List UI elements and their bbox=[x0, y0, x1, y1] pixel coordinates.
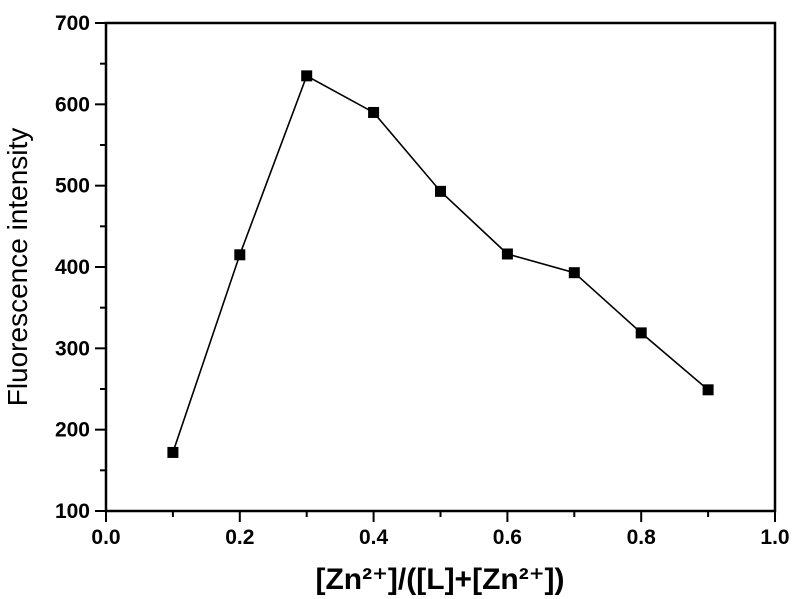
data-point-marker bbox=[301, 70, 313, 82]
series-line bbox=[172, 74, 709, 453]
x-tick-label: 0.6 bbox=[493, 526, 522, 549]
x-tick-label: 0.0 bbox=[91, 526, 120, 549]
y-axis-ticks bbox=[95, 22, 106, 512]
y-tick-label: 300 bbox=[55, 337, 90, 360]
x-axis-title: [Zn²⁺]/([L]+[Zn²⁺]) bbox=[315, 563, 564, 596]
y-tick-label: 100 bbox=[55, 500, 90, 523]
data-series-line bbox=[172, 74, 709, 453]
y-tick-label: 200 bbox=[55, 419, 90, 442]
data-point-marker bbox=[702, 384, 714, 396]
x-axis-ticks bbox=[105, 511, 776, 522]
y-axis-tick-labels: 100 200 300 400 500 600 700 bbox=[55, 12, 90, 523]
x-tick-label: 1.0 bbox=[760, 526, 789, 549]
data-point-marker bbox=[635, 327, 647, 339]
y-axis-title: Fluorescence intensity bbox=[2, 128, 33, 407]
data-point-marker bbox=[167, 446, 179, 458]
x-tick-label: 0.8 bbox=[627, 526, 657, 549]
data-series-markers bbox=[167, 70, 714, 458]
data-point-marker bbox=[568, 267, 580, 279]
y-tick-label: 400 bbox=[55, 256, 90, 279]
data-point-marker bbox=[368, 106, 380, 118]
data-point-marker bbox=[234, 249, 246, 261]
x-axis-tick-labels: 0.0 0.2 0.4 0.6 0.8 1.0 bbox=[91, 526, 789, 549]
y-tick-label: 500 bbox=[55, 175, 90, 198]
x-tick-label: 0.4 bbox=[359, 526, 389, 549]
y-tick-label: 600 bbox=[55, 93, 90, 116]
data-point-marker bbox=[435, 185, 446, 197]
x-tick-label: 0.2 bbox=[225, 526, 254, 549]
data-point-marker bbox=[501, 248, 513, 260]
y-tick-label: 700 bbox=[55, 12, 90, 35]
plot-border bbox=[104, 21, 777, 513]
